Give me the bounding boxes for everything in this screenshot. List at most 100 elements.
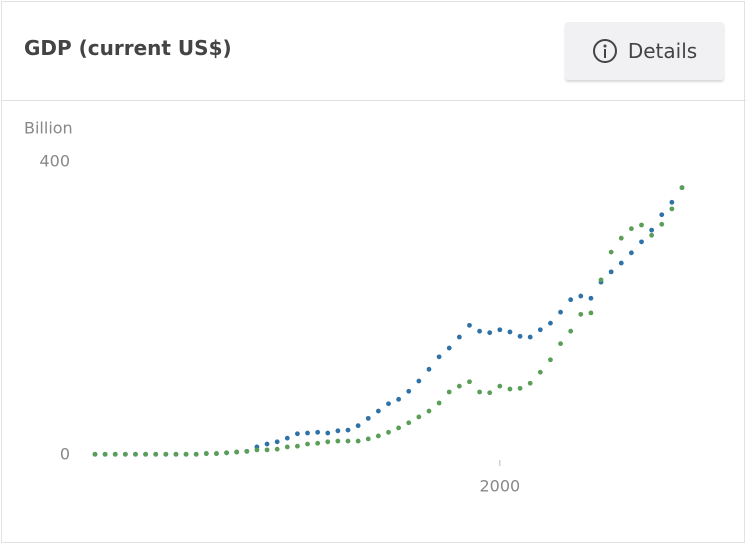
data-point <box>406 388 412 394</box>
data-point <box>426 408 432 414</box>
data-point <box>537 369 543 375</box>
data-point <box>446 345 452 351</box>
data-point <box>325 430 331 436</box>
data-point <box>426 366 432 372</box>
data-point <box>102 451 108 457</box>
data-point <box>436 354 442 360</box>
data-point <box>345 438 351 444</box>
data-point <box>133 451 138 457</box>
data-point <box>669 206 675 212</box>
data-point <box>254 447 260 453</box>
data-point <box>274 446 280 452</box>
data-point <box>578 293 584 299</box>
card-title: GDP (current US$) <box>24 36 232 60</box>
data-point <box>163 451 169 457</box>
data-point <box>679 185 685 191</box>
data-point <box>284 444 290 450</box>
data-point <box>578 311 584 317</box>
data-point <box>365 436 371 442</box>
data-point <box>122 451 128 457</box>
data-point <box>618 260 624 266</box>
data-point <box>497 327 503 333</box>
data-point <box>416 378 422 384</box>
x-tick-label: 2000 <box>479 477 520 496</box>
data-point <box>517 333 523 339</box>
data-point <box>618 235 624 241</box>
data-point <box>537 327 543 333</box>
details-button[interactable]: Details <box>565 22 724 80</box>
data-point <box>467 379 472 385</box>
data-point <box>224 450 229 456</box>
data-point <box>608 269 614 275</box>
data-point <box>183 451 189 457</box>
data-point <box>295 443 300 449</box>
y-axis-label: Billion <box>24 119 73 138</box>
data-point <box>628 226 634 232</box>
data-point <box>548 320 553 326</box>
data-point <box>527 334 533 340</box>
data-point <box>234 449 240 455</box>
data-point <box>477 389 482 395</box>
data-point <box>315 440 321 446</box>
data-point <box>649 232 655 238</box>
data-point <box>264 441 270 447</box>
data-point <box>305 441 310 447</box>
data-point <box>639 222 644 228</box>
data-point <box>396 425 402 431</box>
data-point <box>112 451 118 457</box>
data-point <box>335 438 341 444</box>
data-point <box>669 199 675 205</box>
data-point <box>568 328 574 334</box>
data-point <box>153 451 159 457</box>
data-point <box>598 277 604 283</box>
data-point <box>295 431 300 437</box>
data-point <box>315 429 321 435</box>
data-point <box>345 427 351 433</box>
data-point <box>659 212 665 218</box>
data-point <box>375 433 381 439</box>
data-point <box>335 428 341 434</box>
data-point <box>568 297 574 303</box>
data-point <box>143 451 149 457</box>
data-point <box>203 451 209 456</box>
data-point <box>436 400 442 406</box>
data-point <box>507 386 513 392</box>
data-point <box>446 389 452 395</box>
data-point <box>497 383 503 389</box>
data-point <box>386 401 391 407</box>
data-point <box>649 227 655 233</box>
data-point <box>416 414 422 420</box>
data-point <box>325 439 331 445</box>
data-point <box>659 221 665 227</box>
data-point <box>274 439 280 445</box>
data-point <box>507 329 513 335</box>
data-point <box>639 239 644 245</box>
data-point <box>456 383 462 389</box>
data-point <box>588 310 594 316</box>
data-point <box>365 415 371 421</box>
data-point <box>284 435 290 441</box>
data-point <box>406 420 412 426</box>
data-point <box>92 451 98 457</box>
data-point <box>628 250 634 256</box>
data-point <box>517 385 523 391</box>
data-point <box>456 334 462 340</box>
button-label: Details <box>627 39 698 63</box>
y-tick-label: 400 <box>39 152 70 171</box>
data-point <box>588 295 594 301</box>
data-point <box>264 447 270 453</box>
data-point <box>608 249 614 255</box>
data-point <box>467 322 472 328</box>
data-point <box>214 451 219 456</box>
data-point <box>305 430 310 436</box>
data-point <box>487 390 493 396</box>
data-point <box>355 423 361 429</box>
data-point <box>527 380 533 386</box>
data-point <box>396 396 402 402</box>
data-point <box>193 451 199 457</box>
data-point <box>244 448 250 454</box>
data-point <box>477 328 482 334</box>
